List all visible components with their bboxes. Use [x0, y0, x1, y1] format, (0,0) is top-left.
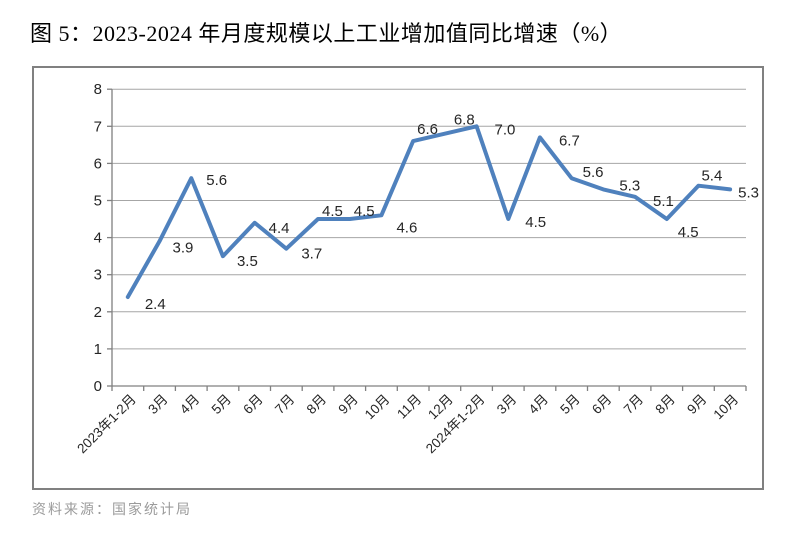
x-tick-label: 3月: [145, 392, 170, 417]
y-tick-label: 8: [94, 81, 102, 98]
data-label: 5.1: [653, 193, 674, 210]
data-label: 4.5: [354, 203, 375, 220]
x-tick-label: 5月: [209, 392, 234, 417]
x-tick-label: 10月: [710, 392, 741, 423]
data-label: 5.6: [206, 172, 227, 189]
data-label: 7.0: [495, 121, 516, 138]
x-tick-label: 7月: [621, 392, 646, 417]
data-label: 6.6: [417, 121, 438, 138]
x-tick-label: 2023年1-2月: [74, 392, 139, 457]
data-label: 5.6: [583, 164, 604, 181]
x-tick-label: 4月: [526, 392, 551, 417]
y-tick-label: 5: [94, 193, 102, 210]
data-label: 3.7: [301, 246, 322, 263]
x-tick-label: 8月: [304, 392, 329, 417]
series-line: [125, 124, 733, 299]
y-tick-label: 4: [94, 230, 102, 247]
chart-container: 0 1 2 3 4 5 6 7 8 2023年1-2月 3月 4月 5月 6月 7月 8月 9月 10月 11月 12…: [32, 66, 764, 490]
source-note: 资料来源：国家统计局: [32, 503, 192, 518]
data-label: 4.5: [322, 203, 343, 220]
x-tick-label: 3月: [494, 392, 519, 417]
y-tick-label: 2: [94, 304, 102, 321]
data-label: 3.5: [237, 253, 258, 270]
x-tick-label: 7月: [272, 392, 297, 417]
x-tick-label: 11月: [394, 392, 424, 422]
data-label: 4.5: [525, 214, 546, 231]
y-tick-label: 7: [94, 118, 102, 135]
figure-title: 图 5：2023-2024 年月度规模以上工业增加值同比增速（%）: [30, 21, 623, 46]
x-tick-label: 9月: [335, 392, 360, 417]
data-label: 4.4: [269, 220, 290, 237]
data-label: 6.7: [559, 132, 580, 149]
y-tick-label: 0: [94, 378, 102, 395]
data-label: 5.3: [619, 177, 640, 194]
y-tick-label: 6: [94, 155, 102, 172]
x-tick-label: 4月: [177, 392, 202, 417]
x-tick-label: 2024年1-2月: [423, 392, 488, 457]
data-label: 2.4: [145, 296, 166, 313]
x-tick-label: 6月: [589, 392, 614, 417]
x-tick-label: 9月: [684, 392, 709, 417]
x-tick-label: 6月: [240, 392, 265, 417]
data-label: 4.6: [396, 219, 417, 236]
data-label: 4.5: [678, 224, 699, 241]
data-label: 3.9: [173, 239, 194, 256]
data-label: 5.4: [701, 168, 722, 185]
data-label: 6.8: [454, 112, 475, 129]
x-tick-label: 5月: [557, 392, 582, 417]
x-tick-label: 8月: [652, 392, 677, 417]
y-tick-label: 1: [94, 341, 102, 358]
x-tick-label: 10月: [362, 392, 393, 423]
data-label: 5.3: [738, 184, 759, 201]
y-tick-label: 3: [94, 267, 102, 284]
